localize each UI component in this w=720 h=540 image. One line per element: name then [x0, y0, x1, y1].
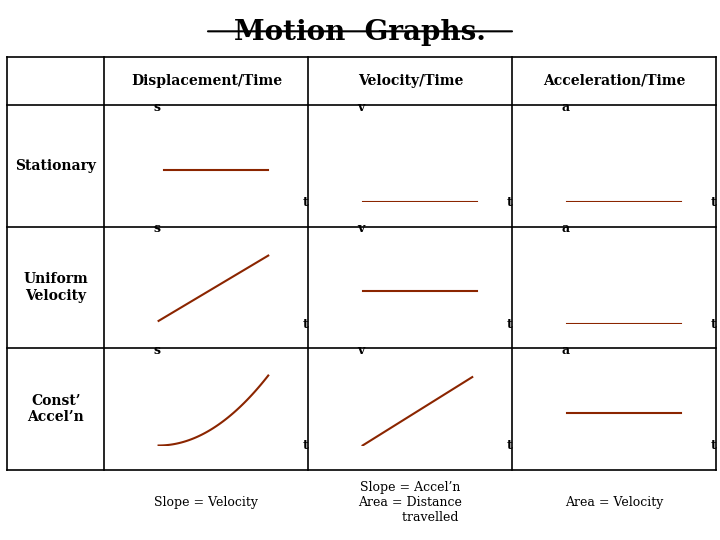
- Text: t: t: [710, 318, 716, 330]
- Text: s: s: [154, 344, 161, 357]
- Text: t: t: [506, 318, 512, 330]
- Text: Velocity/Time: Velocity/Time: [358, 74, 463, 88]
- Text: t: t: [506, 439, 512, 452]
- Text: s: s: [154, 101, 161, 114]
- Text: a: a: [561, 222, 570, 235]
- Text: v: v: [358, 344, 365, 357]
- Text: v: v: [358, 101, 365, 114]
- Text: Acceleration/Time: Acceleration/Time: [543, 74, 685, 88]
- Text: a: a: [561, 344, 570, 357]
- Text: Stationary: Stationary: [15, 159, 96, 173]
- Text: t: t: [302, 196, 308, 209]
- Text: Motion  Graphs.: Motion Graphs.: [234, 19, 486, 46]
- Text: Slope = Velocity: Slope = Velocity: [154, 496, 258, 509]
- Text: t: t: [710, 439, 716, 452]
- Text: a: a: [561, 101, 570, 114]
- Text: Area = Velocity: Area = Velocity: [565, 496, 664, 509]
- Text: Displacement/Time: Displacement/Time: [131, 74, 282, 88]
- Text: v: v: [358, 222, 365, 235]
- Text: t: t: [302, 318, 308, 330]
- Text: s: s: [154, 222, 161, 235]
- Text: t: t: [506, 196, 512, 209]
- Text: Slope = Accel’n
Area = Distance
          travelled: Slope = Accel’n Area = Distance travelle…: [359, 481, 462, 524]
- Text: Const’
Accel’n: Const’ Accel’n: [27, 394, 84, 424]
- Text: t: t: [710, 196, 716, 209]
- Text: Uniform
Velocity: Uniform Velocity: [24, 273, 88, 302]
- Text: t: t: [302, 439, 308, 452]
